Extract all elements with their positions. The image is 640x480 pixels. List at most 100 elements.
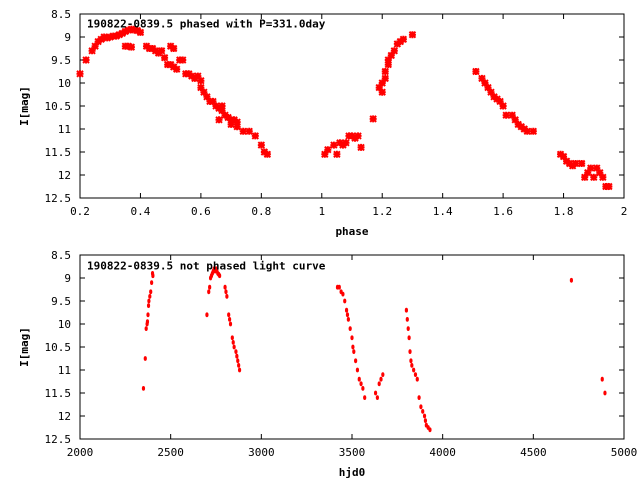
phased-data-point — [218, 102, 226, 110]
unphased-data-point — [415, 376, 419, 382]
phased-data-point — [523, 127, 531, 136]
phased-data-point — [197, 83, 205, 92]
unphased-y-tick-label: 10.5 — [45, 341, 72, 354]
phased-data-point — [381, 67, 389, 76]
unphased-x-tick-label: 4500 — [520, 446, 547, 459]
phased-data-point — [581, 173, 589, 182]
unphased-data-point — [363, 395, 367, 400]
unphased-data-point — [600, 376, 604, 382]
phased-data-point — [257, 141, 266, 149]
phased-data-point — [378, 88, 386, 96]
phased-data-point — [233, 122, 241, 131]
unphased-y-tick-label: 9.5 — [51, 295, 71, 308]
phased-data-point — [472, 67, 480, 76]
phased-data-point — [590, 173, 598, 182]
unphased-x-tick-label: 3500 — [339, 446, 366, 459]
phased-data-point — [245, 127, 253, 136]
unphased-data-point — [149, 289, 153, 295]
phased-y-tick-label: 9.5 — [51, 54, 71, 67]
unphased-data-point — [227, 312, 231, 318]
phased-y-tick-label: 9 — [64, 31, 71, 44]
unphased-data-point — [379, 376, 383, 382]
unphased-y-tick-label: 12 — [58, 410, 71, 423]
phased-y-axis-label: I[mag] — [18, 86, 31, 126]
phased-data-point — [529, 127, 538, 136]
phased-data-point — [605, 182, 613, 191]
phased-data-point — [511, 116, 519, 124]
phased-data-point — [321, 150, 329, 159]
unphased-x-tick-label: 4000 — [429, 446, 456, 459]
unphased-data-point — [373, 390, 378, 396]
unphased-data-point — [410, 363, 414, 368]
phased-y-tick-label: 11.5 — [45, 146, 72, 159]
unphased-data-point — [228, 321, 233, 327]
phased-data-point — [399, 35, 408, 44]
unphased-data-point — [143, 356, 147, 361]
unphased-data-point — [423, 418, 428, 423]
phased-data-point — [384, 56, 392, 64]
phased-data-point — [387, 51, 395, 60]
unphased-data-point — [230, 335, 234, 341]
unphased-data-point — [144, 326, 148, 331]
phased-data-point — [91, 42, 99, 50]
unphased-chart-title: 190822-0839.5 not phased light curve — [87, 260, 326, 273]
unphased-y-tick-label: 8.5 — [51, 249, 71, 262]
unphased-data-point — [421, 409, 425, 414]
phased-x-tick-label: 0.4 — [131, 205, 151, 218]
phased-x-axis-label: phase — [335, 225, 368, 238]
phased-data-point — [82, 56, 90, 64]
unphased-data-point — [351, 344, 355, 350]
phased-data-point — [571, 159, 580, 168]
unphased-light-curve-panel: 2000 2500 3000 3500 4000 4500 5000 8.5 9 9.5 10 10.… — [18, 249, 637, 479]
unphased-data-point — [346, 317, 350, 322]
phased-data-point — [169, 44, 178, 53]
phased-data-point — [508, 111, 516, 119]
unphased-y-tick-label: 9 — [64, 272, 71, 285]
unphased-data-point — [344, 307, 349, 313]
phased-y-tick-label: 11 — [58, 123, 71, 136]
phased-data-point — [487, 88, 495, 96]
phased-y-tick-label: 12 — [58, 169, 71, 182]
unphased-data-point — [225, 294, 229, 299]
phased-data-point — [330, 141, 338, 149]
phased-x-tick-label: 0.2 — [70, 205, 90, 218]
phased-data-point — [502, 111, 510, 119]
phased-data-point — [587, 164, 595, 172]
unphased-data-point — [355, 367, 360, 373]
unphased-data-point — [419, 404, 423, 410]
unphased-data-point — [236, 358, 240, 364]
unphased-data-point — [228, 317, 232, 322]
unphased-data-point — [208, 284, 212, 290]
phased-x-tick-label: 1.2 — [372, 205, 392, 218]
phased-data-point — [227, 120, 235, 129]
phased-data-point — [478, 74, 486, 83]
phased-data-point — [381, 74, 389, 83]
phased-data-point — [324, 145, 332, 154]
unphased-y-tick-label: 11 — [58, 364, 71, 377]
unphased-x-axis-label: hjd0 — [339, 466, 366, 479]
unphased-data-point — [408, 349, 412, 354]
unphased-data-point — [235, 353, 239, 359]
unphased-y-tick-label: 11.5 — [45, 387, 72, 400]
unphased-data-point — [343, 298, 347, 304]
unphased-data-point — [141, 386, 146, 391]
phased-data-point — [559, 152, 568, 161]
phased-data-point — [115, 30, 123, 39]
phased-data-point — [112, 32, 120, 40]
unphased-data-point — [357, 376, 361, 382]
phased-data-point — [593, 164, 601, 172]
phased-data-point — [194, 72, 202, 80]
unphased-data-point — [345, 312, 350, 318]
unphased-data-point — [361, 386, 365, 391]
phased-data-point — [584, 168, 592, 177]
phased-data-point — [173, 65, 181, 73]
phased-x-tick-label: 0.6 — [191, 205, 211, 218]
unphased-data-point — [218, 273, 222, 279]
phased-data-point — [88, 47, 96, 55]
unphased-data-point — [237, 367, 242, 373]
phased-data-point — [484, 83, 492, 92]
phased-data-point — [375, 83, 383, 92]
unphased-data-point — [404, 307, 408, 313]
unphased-data-point — [603, 390, 607, 396]
phased-data-point — [218, 106, 226, 115]
